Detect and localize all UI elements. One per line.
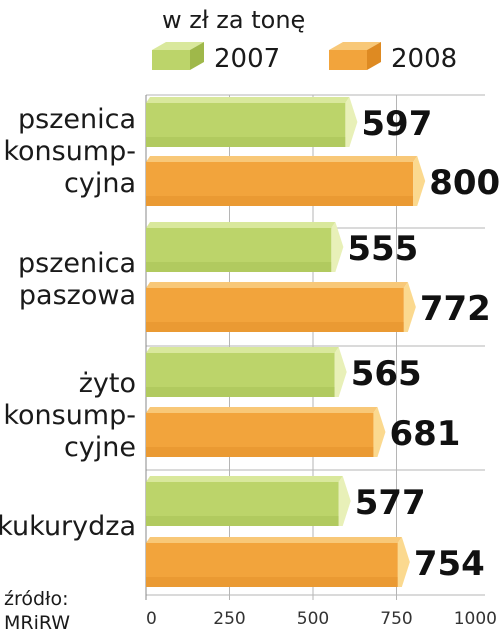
value-label-2007-3: 577	[355, 483, 426, 523]
category-label-line: konsump-	[3, 400, 136, 431]
legend-swatch-2007	[152, 42, 204, 70]
category-label-line: paszowa	[19, 280, 136, 311]
x-tick-label-1000: 1000	[454, 609, 497, 629]
category-label-line: konsump-	[3, 136, 136, 167]
x-tick-label-500: 500	[297, 609, 329, 629]
bar-2007-1	[146, 222, 344, 272]
bar-2007-0	[146, 97, 358, 147]
legend-swatch-2008	[329, 42, 381, 70]
value-label-2007-2: 565	[351, 354, 422, 394]
x-tick-label-750: 750	[380, 609, 412, 629]
source-value: MRiRW	[4, 612, 70, 634]
category-label-line: kukurydza	[0, 511, 136, 542]
value-label-2007-1: 555	[347, 229, 418, 269]
bar-2008-0	[146, 156, 426, 206]
category-label-line: cyjne	[64, 432, 136, 463]
category-label-line: cyjna	[64, 168, 136, 199]
category-label-3: kukurydza	[0, 511, 136, 542]
x-tick-label-0: 0	[146, 609, 157, 629]
value-label-2008-1: 772	[420, 289, 491, 329]
bar-2008-1	[146, 282, 416, 332]
legend-label-2008: 2008	[391, 44, 457, 74]
category-label-line: pszenica	[18, 104, 136, 135]
legend: 2007 2008	[152, 42, 457, 74]
legend-label-2007: 2007	[214, 44, 280, 74]
category-label-line: żyto	[79, 368, 136, 399]
value-label-2008-0: 800	[429, 163, 500, 203]
bars: 597 555 565 577 800 772 681 754	[146, 97, 500, 587]
legend-item-2008: 2008	[329, 42, 457, 74]
legend-item-2007: 2007	[152, 42, 280, 74]
bar-2007-2	[146, 347, 347, 397]
source-label: źródło:	[4, 588, 68, 610]
x-axis-ticks: 0 250 500 750 1000	[146, 609, 497, 629]
value-label-2008-3: 754	[414, 544, 485, 584]
x-tick-label-250: 250	[213, 609, 245, 629]
category-labels: pszenicakonsump-cyjnapszenicapaszoważyto…	[0, 104, 136, 542]
bar-2008-3	[146, 537, 410, 587]
value-label-2007-0: 597	[361, 104, 432, 144]
category-label-line: pszenica	[18, 248, 136, 279]
bar-2008-2	[146, 407, 386, 457]
value-label-2008-2: 681	[389, 414, 460, 454]
chart-subtitle: w zł za tonę	[162, 6, 305, 34]
bar-2007-3	[146, 476, 351, 526]
